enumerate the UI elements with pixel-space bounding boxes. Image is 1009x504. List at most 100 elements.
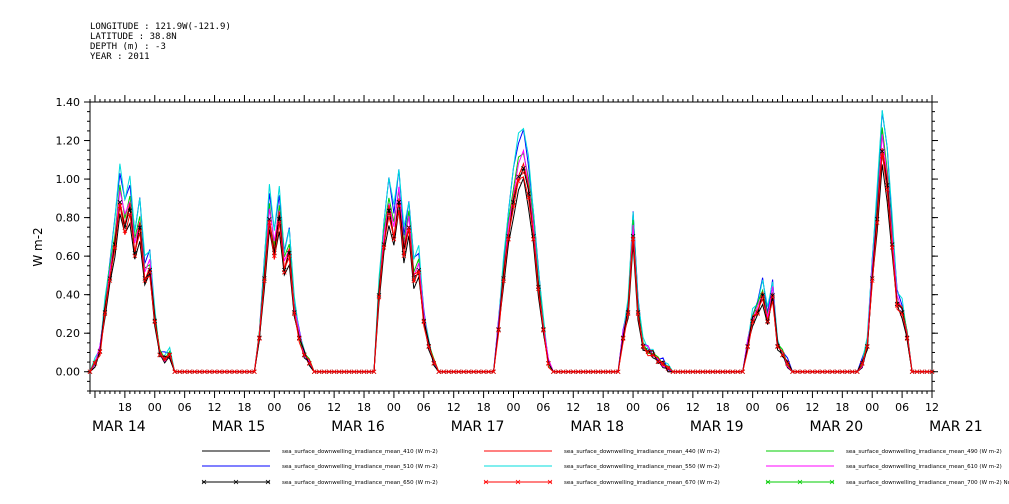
- series-marker: [461, 369, 466, 375]
- x-hour-label: 18: [118, 401, 132, 414]
- x-hour-label: 18: [835, 401, 849, 414]
- series-marker: [924, 369, 930, 375]
- x-hour-label: 18: [716, 401, 730, 414]
- series-marker: [600, 369, 606, 375]
- x-hour-label: 18: [357, 401, 371, 414]
- series-marker: [87, 369, 93, 375]
- series-marker: [680, 369, 686, 375]
- series-marker: [152, 319, 158, 325]
- longitude-label: LONGITUDE : 121.9W(-121.9): [90, 22, 231, 32]
- x-hour-label: 12: [925, 401, 939, 414]
- series-marker: [745, 344, 750, 350]
- series-marker: [287, 253, 292, 259]
- x-hour-label: 06: [536, 401, 550, 414]
- series-marker: [561, 369, 566, 375]
- series-marker: [904, 336, 910, 341]
- series-marker: [411, 278, 417, 283]
- series-marker: [566, 369, 571, 375]
- series-marker: [919, 369, 925, 375]
- x-hour-label: 12: [686, 401, 700, 414]
- x-date-label: MAR 18: [570, 419, 624, 435]
- series-marker: [366, 369, 372, 375]
- metadata-block: LONGITUDE : 121.9W(-121.9) LATITUDE : 38…: [90, 22, 231, 62]
- x-date-label: MAR 15: [212, 419, 266, 435]
- series-marker: [496, 328, 501, 333]
- series-marker: [336, 369, 342, 375]
- series-marker: [720, 369, 726, 375]
- series-line-5: [89, 134, 932, 373]
- y-tick-label: 0.40: [56, 289, 81, 302]
- series-marker: [536, 286, 541, 292]
- series-marker: [840, 369, 845, 375]
- series-marker: [755, 311, 760, 317]
- legend-marker: [265, 479, 271, 485]
- series-marker: [316, 369, 322, 375]
- series-marker: [197, 369, 202, 375]
- series-marker: [546, 361, 551, 366]
- series-line-1: [89, 148, 932, 373]
- series-marker: [386, 212, 392, 217]
- series-marker: [162, 356, 168, 361]
- series-marker: [127, 208, 133, 213]
- series-marker: [820, 369, 825, 375]
- series-marker: [232, 369, 237, 375]
- series-marker: [326, 369, 332, 375]
- series-marker: [725, 369, 731, 375]
- series-marker: [874, 220, 880, 225]
- series-marker: [311, 369, 317, 375]
- series-marker: [102, 311, 108, 317]
- series-marker: [590, 369, 596, 375]
- series-marker: [850, 369, 855, 375]
- legend-marker: [201, 479, 207, 485]
- x-date-label: MAR 19: [690, 419, 744, 435]
- series-marker: [486, 369, 491, 375]
- series-marker: [541, 328, 546, 333]
- series-marker: [735, 369, 740, 375]
- series-marker: [172, 369, 177, 375]
- series-marker: [800, 369, 805, 375]
- x-hour-label: 00: [387, 401, 401, 414]
- x-hour-label: 06: [895, 401, 909, 414]
- series-marker: [879, 154, 885, 159]
- series-marker: [222, 369, 227, 375]
- series-marker: [351, 369, 357, 375]
- series-marker: [371, 369, 377, 375]
- series-marker: [700, 369, 706, 375]
- series-marker: [401, 253, 407, 259]
- series-marker: [770, 294, 775, 300]
- series-marker: [675, 369, 681, 375]
- series-marker: [361, 369, 367, 375]
- series-marker: [426, 344, 432, 350]
- series-marker: [112, 245, 118, 250]
- series-marker: [715, 369, 721, 375]
- series-layer: [87, 110, 935, 375]
- legend-marker: [483, 479, 489, 485]
- series-marker: [655, 359, 661, 365]
- series-marker: [436, 369, 442, 375]
- series-marker: [277, 216, 282, 222]
- y-tick-label: 1.20: [56, 135, 81, 148]
- series-marker: [137, 228, 143, 234]
- series-marker: [506, 236, 511, 242]
- series-marker: [909, 369, 915, 375]
- series-marker: [620, 336, 626, 341]
- series-marker: [630, 236, 636, 242]
- legend-label-2: sea_surface_downwelling_irradiance_mean_…: [846, 449, 1002, 455]
- series-marker: [451, 369, 456, 375]
- series-marker: [760, 294, 765, 300]
- x-hour-label: 12: [805, 401, 819, 414]
- x-hour-label: 00: [267, 401, 281, 414]
- series-line-4: [89, 110, 932, 373]
- series-marker: [810, 369, 815, 375]
- series-marker: [182, 369, 187, 375]
- series-marker: [142, 278, 148, 283]
- x-date-label: MAR 20: [809, 419, 863, 435]
- series-marker: [645, 349, 651, 355]
- series-marker: [570, 369, 576, 375]
- legend-marker: [765, 479, 771, 485]
- series-marker: [585, 369, 591, 375]
- series-marker: [431, 361, 437, 366]
- series-marker: [884, 187, 890, 192]
- series-marker: [277, 220, 282, 225]
- legend-label-4: sea_surface_downwelling_irradiance_mean_…: [564, 464, 720, 470]
